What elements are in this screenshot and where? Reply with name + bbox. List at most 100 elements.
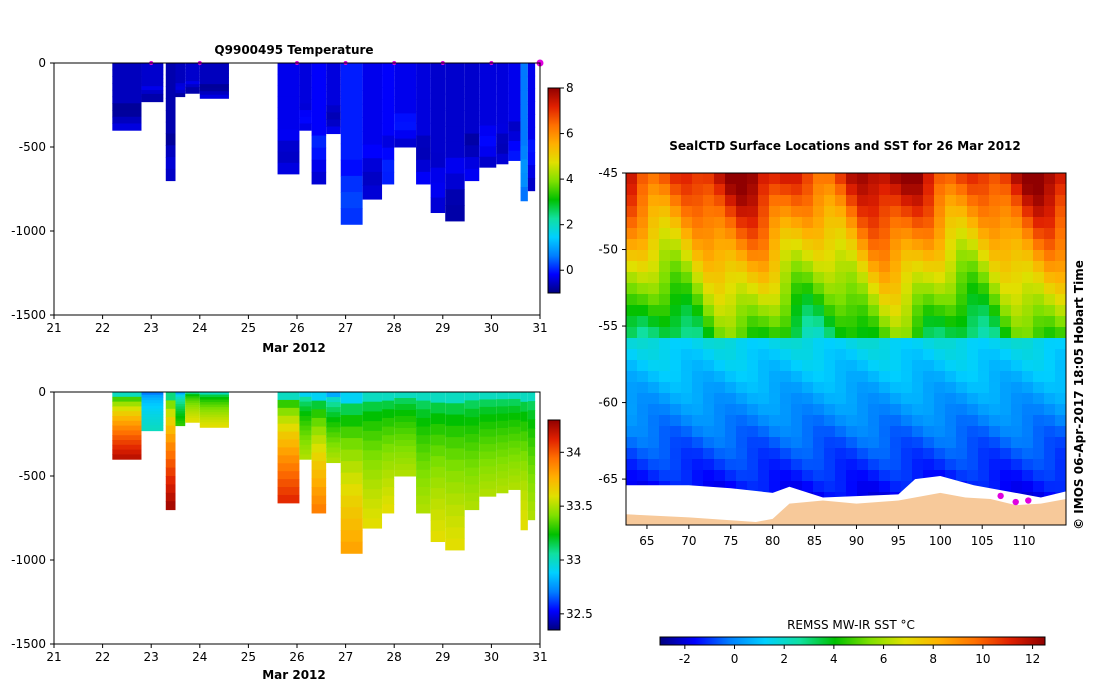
sst-cell <box>758 426 770 438</box>
sst-cell <box>626 349 638 361</box>
sst-cell <box>956 426 968 438</box>
sst-cell <box>725 239 737 251</box>
sst-cell <box>758 184 770 196</box>
temperature-cell <box>464 145 480 158</box>
salinity-cell <box>527 392 536 402</box>
sst-cell <box>945 294 957 306</box>
temperature-cell <box>520 90 528 105</box>
temperature-cell <box>311 75 327 88</box>
sst-cell <box>813 404 825 416</box>
temperature-cell <box>527 75 536 90</box>
temperature-cell <box>299 69 312 77</box>
sst-cell <box>626 261 638 273</box>
sst-cell <box>813 393 825 405</box>
temperature-cell <box>340 63 363 80</box>
sst-cell <box>1055 206 1067 218</box>
salinity-cell <box>394 452 417 459</box>
sst-cell <box>846 250 858 262</box>
salinity-cell <box>394 470 417 477</box>
salinity-cell <box>175 399 186 403</box>
sst-cell <box>791 228 803 240</box>
salinity-cell <box>382 461 395 471</box>
sst-cell <box>1055 360 1067 372</box>
sst-cell <box>637 382 649 394</box>
sst-cell <box>637 426 649 438</box>
salinity-cell <box>445 392 465 404</box>
salinity-cell <box>416 478 431 488</box>
temperature-cell <box>445 110 465 127</box>
sst-cell <box>923 415 935 427</box>
salinity-cell <box>299 435 312 441</box>
sst-cell <box>802 448 814 460</box>
salinity-cell <box>416 452 431 462</box>
sst-cell <box>901 239 913 251</box>
sst-cell <box>890 250 902 262</box>
sst-cell <box>670 404 682 416</box>
temperature-cell <box>508 140 521 152</box>
sst-cell <box>681 206 693 218</box>
sst-cell <box>934 184 946 196</box>
sst-cell <box>769 217 781 229</box>
salinity-cell <box>362 411 383 422</box>
temperature-cell <box>479 156 497 168</box>
salinity-cell <box>479 466 497 475</box>
sst-cell <box>956 338 968 350</box>
sst-cell <box>736 261 748 273</box>
sst-cell <box>824 481 836 493</box>
sst-cell <box>736 481 748 493</box>
sst-cell <box>703 371 715 383</box>
sst-cell <box>824 349 836 361</box>
sst-cell <box>912 459 924 471</box>
sst-cell <box>868 173 880 185</box>
sst-cell <box>945 404 957 416</box>
sst-cell <box>1044 448 1056 460</box>
sst-cell <box>769 206 781 218</box>
salinity-cell <box>508 419 521 428</box>
sst-cell <box>934 316 946 328</box>
sst-cell <box>1000 437 1012 449</box>
sst-cell <box>890 206 902 218</box>
sst-cell <box>934 173 946 185</box>
sst-cell <box>648 426 660 438</box>
sst-cell <box>813 481 825 493</box>
sst-cell <box>736 206 748 218</box>
sst-cell <box>912 283 924 295</box>
sst-cell <box>857 184 869 196</box>
sst-cell <box>1000 283 1012 295</box>
sst-cell <box>890 239 902 251</box>
salinity-cell <box>508 433 521 442</box>
sst-cell <box>824 206 836 218</box>
salinity-cell <box>199 397 229 401</box>
sst-cell <box>934 404 946 416</box>
salinity-cell <box>496 456 509 465</box>
sst-cell <box>1022 481 1034 493</box>
temperature-cell <box>496 133 509 145</box>
salinity-cell <box>496 413 509 422</box>
sst-cell <box>659 393 671 405</box>
sst-cell <box>824 217 836 229</box>
sst-cell <box>857 228 869 240</box>
sst-cell <box>769 404 781 416</box>
x-tick-label: 28 <box>387 321 402 335</box>
sst-cell <box>626 305 638 317</box>
salinity-cell <box>464 450 480 460</box>
sst-cell <box>714 360 726 372</box>
sst-cell <box>813 327 825 339</box>
sst-cell <box>780 371 792 383</box>
sst-colorbar-label: REMSS MW-IR SST °C <box>787 618 915 632</box>
sst-cell <box>846 195 858 207</box>
temperature-cell <box>185 75 200 79</box>
y-tick-label: -500 <box>19 469 46 483</box>
temperature-cell <box>362 131 383 146</box>
colorbar-tick-label: 32.5 <box>566 607 593 621</box>
sst-cell <box>890 481 902 493</box>
sst-cell <box>868 481 880 493</box>
salinity-cell <box>277 463 300 472</box>
temperature-cell <box>382 123 395 137</box>
sst-cell <box>626 217 638 229</box>
sst-cell <box>890 437 902 449</box>
sst-cell <box>967 437 979 449</box>
sst-cell <box>714 195 726 207</box>
sst-cell <box>1033 272 1045 284</box>
